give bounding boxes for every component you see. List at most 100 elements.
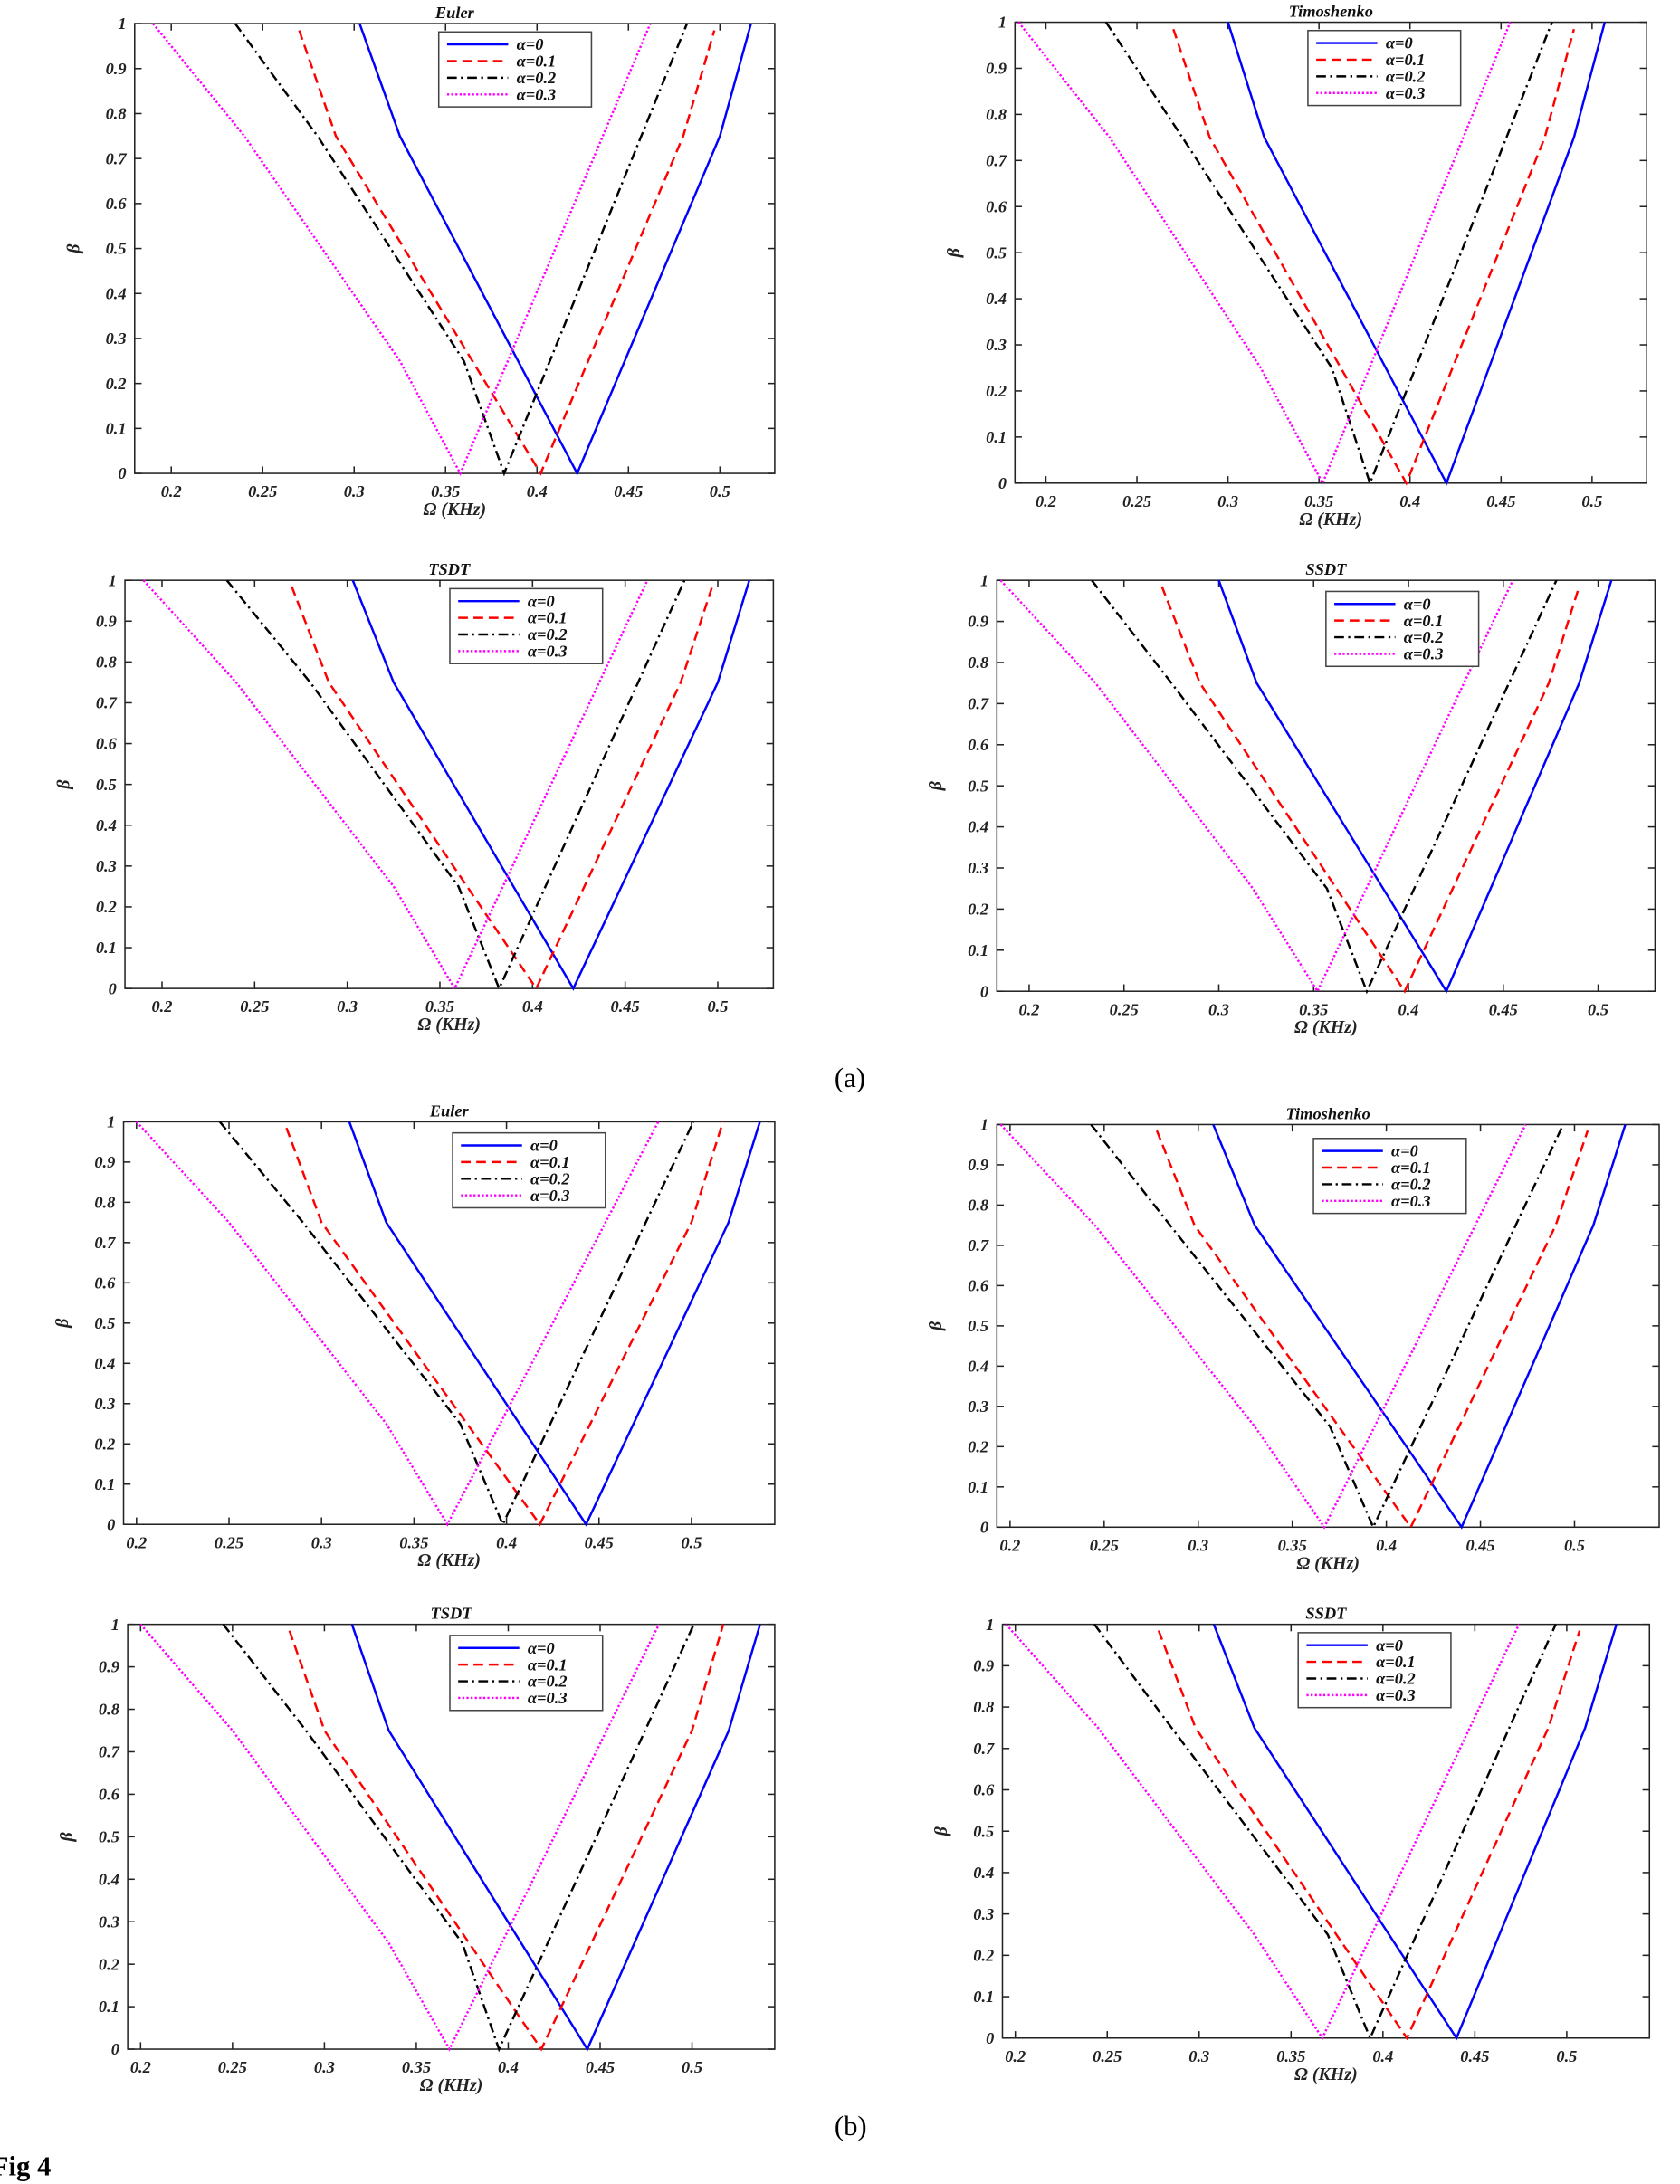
chart-panel-tsdt: 0.2 0.25 0.3 0.35 0.4 0.45 0.5 0 0.1 0.2 0.3 0.4 0.5… — [54, 560, 775, 1035]
y-tick-label: 0.4 — [986, 290, 1007, 308]
legend-label: α=0 — [1391, 1142, 1418, 1160]
legend-label: α=0.3 — [1391, 1192, 1431, 1210]
x-tick-label: 0.2 — [1036, 492, 1056, 510]
y-tick-label: 0.4 — [968, 818, 988, 836]
y-tick-label: 1 — [986, 1616, 994, 1634]
y-tick-label: 0.7 — [968, 1236, 989, 1254]
series-line-alpha-0 — [1212, 1624, 1618, 2041]
y-tick-label: 0.8 — [973, 1698, 994, 1716]
y-tick-label: 0.5 — [986, 243, 1007, 262]
y-tick-label: 0.2 — [986, 382, 1007, 400]
x-tick-label: 0.45 — [614, 482, 643, 501]
x-tick-label: 0.3 — [314, 2058, 335, 2076]
y-tick-label: 0.8 — [94, 1193, 115, 1211]
y-tick-label: 0.3 — [986, 336, 1007, 354]
y-tick-label: 0.4 — [106, 284, 127, 302]
chart-title: TSDT — [431, 1605, 473, 1623]
legend-label: α=0.2 — [530, 1169, 570, 1187]
legend-label: α=0.1 — [1391, 1159, 1431, 1177]
legend-label: α=0.2 — [1386, 68, 1426, 86]
x-tick-label: 0.3 — [337, 997, 358, 1016]
x-tick-label: 0.3 — [1217, 492, 1238, 510]
x-tick-label: 0.3 — [1188, 2047, 1209, 2065]
x-tick-label: 0.2 — [151, 997, 172, 1016]
legend-label: α=0.3 — [1404, 645, 1444, 663]
series-line-alpha-1 — [1160, 586, 1580, 994]
legend-label: α=0.3 — [1386, 84, 1426, 102]
y-tick-label: 0.2 — [99, 1955, 119, 1973]
legend-label: α=0.1 — [1386, 51, 1426, 69]
chart-title: TSDT — [428, 560, 471, 578]
chart-panel-euler: 0.2 0.25 0.3 0.35 0.4 0.45 0.5 0 0.1 0.2 0.3 0.4 0.5… — [63, 4, 776, 520]
y-tick-label: 1 — [107, 1113, 115, 1131]
x-tick-label: 0.4 — [1372, 2047, 1393, 2065]
series-line-alpha-0 — [350, 1624, 761, 2052]
x-tick-label: 0.5 — [707, 997, 728, 1016]
series-line-alpha-2 — [234, 23, 689, 477]
y-tick-label: 0.3 — [99, 1912, 119, 1931]
x-tick-label: 0.4 — [1399, 492, 1420, 510]
legend-label: α=0 — [1376, 1636, 1403, 1655]
legend-label: α=0.3 — [528, 1689, 568, 1707]
x-tick-label: 0.4 — [496, 1533, 517, 1551]
series-line-alpha-3 — [1017, 21, 1512, 486]
legend-label: α=0.1 — [1376, 1653, 1416, 1671]
y-tick-label: 0 — [980, 1518, 988, 1536]
y-tick-label: 0 — [980, 982, 988, 1000]
y-tick-label: 0.1 — [968, 1478, 988, 1496]
x-tick-label: 0.25 — [1093, 2047, 1122, 2065]
y-axis-label: β — [926, 780, 946, 791]
legend: α=0α=0.1α=0.2α=0.3 — [1297, 1632, 1452, 1709]
x-tick-label: 0.3 — [344, 482, 365, 501]
series-line-alpha-3 — [999, 1123, 1527, 1530]
x-tick-label: 0.25 — [1110, 1000, 1139, 1018]
legend-label: α=0.1 — [517, 52, 557, 71]
series-line-alpha-1 — [288, 1624, 725, 2052]
legend: α=0α=0.1α=0.2α=0.3 — [1325, 590, 1480, 668]
y-tick-label: 0.6 — [973, 1781, 995, 1799]
y-tick-label: 0.5 — [968, 777, 988, 795]
y-tick-label: 1 — [998, 14, 1007, 32]
y-tick-label: 0.4 — [94, 1354, 115, 1372]
x-tick-label: 0.45 — [1489, 1000, 1518, 1018]
series-line-alpha-1 — [1157, 1630, 1581, 2041]
y-tick-label: 1 — [980, 1116, 988, 1134]
x-tick-label: 0.4 — [527, 482, 548, 501]
y-tick-label: 0.8 — [106, 105, 127, 123]
y-tick-label: 0 — [986, 2029, 994, 2047]
chart-title: Timoshenko — [1289, 2, 1373, 20]
y-tick-label: 0.1 — [94, 1475, 115, 1493]
x-tick-label: 0.4 — [522, 997, 543, 1016]
y-tick-label: 0 — [118, 464, 126, 482]
y-tick-label: 0 — [107, 1515, 115, 1533]
legend-label: α=0.2 — [1376, 1670, 1416, 1688]
plot-area — [124, 579, 775, 989]
y-tick-label: 0.7 — [96, 694, 118, 712]
x-tick-label: 0.2 — [1018, 1000, 1039, 1018]
y-tick-label: 0.6 — [99, 1786, 120, 1804]
y-tick-label: 0.1 — [96, 939, 117, 957]
y-tick-label: 0 — [998, 474, 1007, 492]
y-tick-label: 0.9 — [99, 1658, 119, 1676]
y-axis-label: β — [54, 779, 74, 790]
y-tick-label: 0.9 — [94, 1153, 115, 1171]
chart-panel-timoshenko: 0.2 0.25 0.3 0.35 0.4 0.45 0.5 0 0.1 0.2 0.3 0.4 0.5… — [944, 2, 1647, 529]
legend-label: α=0 — [1386, 34, 1413, 52]
legend-label: α=0 — [528, 1639, 555, 1657]
x-tick-label: 0.4 — [1398, 1000, 1419, 1018]
series-line-alpha-0 — [351, 579, 751, 991]
y-tick-label: 0.9 — [968, 1156, 988, 1174]
series-line-alpha-2 — [218, 1121, 695, 1528]
legend-label: α=0.1 — [1404, 612, 1444, 630]
y-tick-label: 0.3 — [106, 329, 127, 348]
y-tick-label: 1 — [109, 571, 117, 589]
legend: α=0α=0.1α=0.2α=0.3 — [449, 587, 604, 664]
plot-area — [122, 1121, 776, 1525]
x-axis-label: Ω (KHz) — [417, 1550, 481, 1570]
series-line-alpha-0 — [348, 1121, 761, 1527]
y-tick-label: 0.5 — [106, 240, 127, 258]
series-line-alpha-0 — [1227, 22, 1607, 486]
y-tick-label: 0.6 — [986, 197, 1007, 215]
y-tick-label: 0.6 — [106, 195, 128, 213]
x-tick-label: 0.45 — [1465, 1536, 1494, 1554]
